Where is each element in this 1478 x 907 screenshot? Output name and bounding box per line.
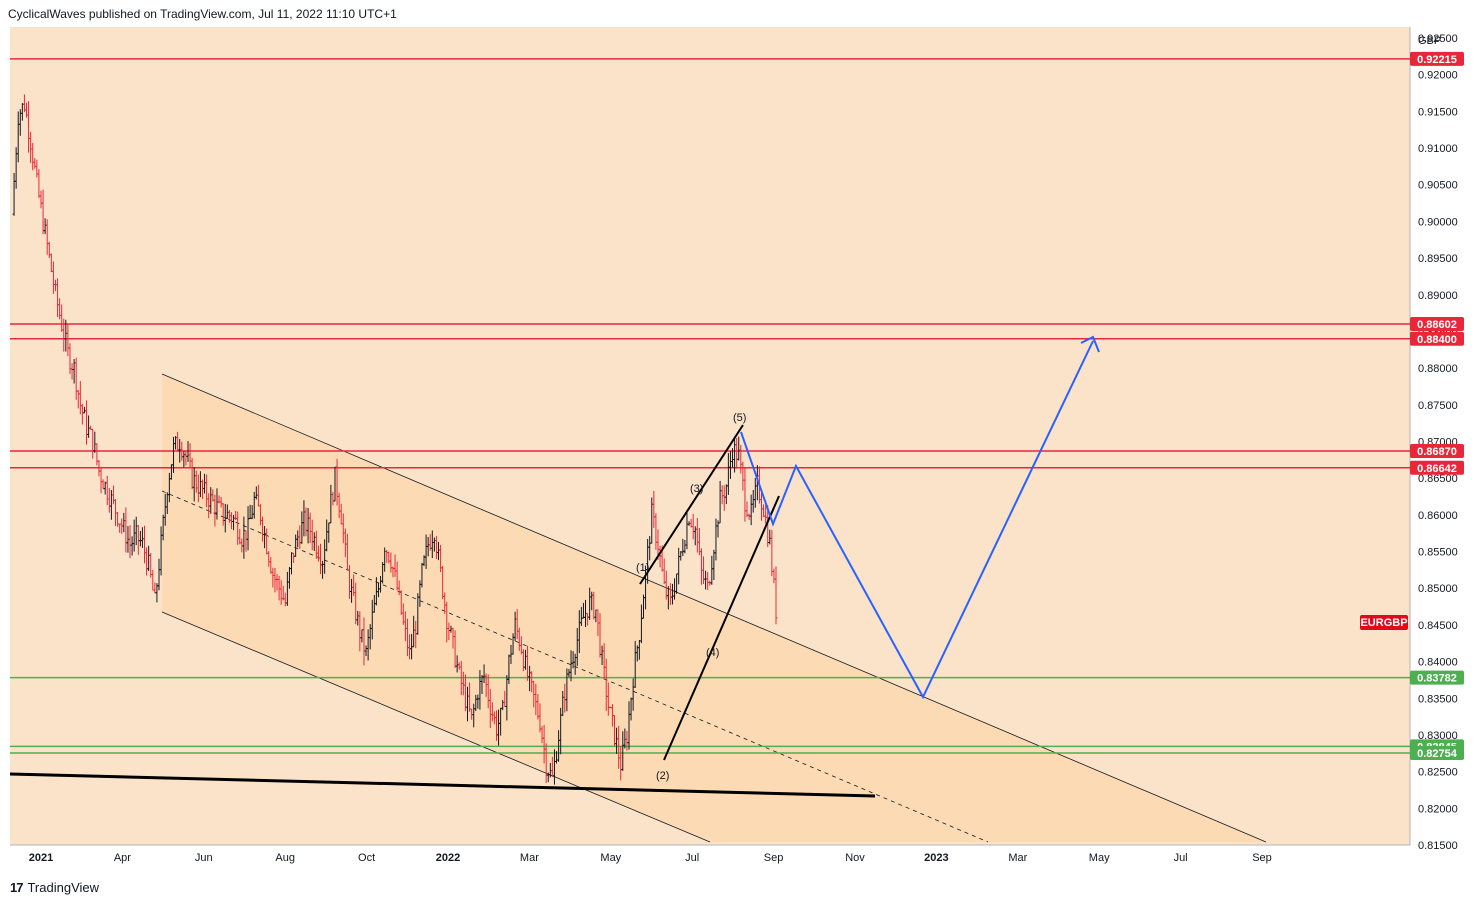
projection-arrow-head	[1080, 335, 1100, 353]
x-tick-label: Sep	[1252, 852, 1272, 864]
x-tick-label: Oct	[358, 852, 375, 864]
wave-label-5: (5)	[733, 412, 746, 424]
currency-label: GBP	[1418, 35, 1441, 47]
tradingview-logo-icon: 17	[10, 880, 24, 895]
price-level-tag	[1410, 670, 1464, 685]
y-tick-label: 0.85000	[1418, 583, 1458, 595]
x-tick-label: Mar	[520, 852, 539, 864]
horizontal-levels	[10, 58, 1410, 754]
price-level-tag-label: 0.88602	[1417, 319, 1457, 331]
x-tick-label: 2022	[436, 852, 460, 864]
price-level-tag	[1410, 746, 1464, 761]
price-level-tags: 0.92215 0.88602 0.88400 0.86870 0.86642 0.837…	[1410, 51, 1464, 761]
y-tick-label: 0.83000	[1418, 730, 1458, 742]
x-tick-label: Jun	[195, 852, 213, 864]
price-axis[interactable]: 0.92500 0.92000 0.91500 0.91000 0.90500 0.900…	[1418, 33, 1458, 852]
time-axis[interactable]: 2021 Apr Jun Aug Oct 2022 Mar May Jul Sep Nov 2023 M…	[29, 852, 1272, 864]
price-level-tag	[1410, 316, 1464, 331]
price-level-tag	[1410, 444, 1464, 459]
wave-channel-upper[interactable]	[639, 424, 744, 585]
y-tick-label: 0.89000	[1418, 290, 1458, 302]
price-level-tag-label: 0.83782	[1417, 673, 1457, 685]
candlestick-series	[12, 94, 778, 785]
y-tick-label: 0.92000	[1418, 70, 1458, 82]
y-tick-label: 0.90000	[1418, 216, 1458, 228]
price-level-tag	[1410, 331, 1464, 346]
y-tick-label: 0.84000	[1418, 657, 1458, 669]
symbol-tag-label: EURGBP	[1360, 617, 1407, 629]
y-tick-label: 0.85500	[1418, 547, 1458, 559]
x-tick-label: Nov	[845, 852, 865, 864]
y-tick-label: 0.89500	[1418, 253, 1458, 265]
price-level-tag	[1410, 51, 1464, 66]
y-tick-label: 0.83500	[1418, 693, 1458, 705]
y-tick-label: 0.91500	[1418, 106, 1458, 118]
y-tick-label: 0.82000	[1418, 803, 1458, 815]
tradingview-brand: TradingView	[27, 880, 100, 895]
footer[interactable]: 17 TradingView	[10, 880, 99, 895]
x-tick-label: May	[600, 852, 621, 864]
wave-label-3: (3)	[690, 483, 703, 495]
x-tick-label: Sep	[764, 852, 784, 864]
price-level-tag-label: 0.88400	[1417, 334, 1457, 346]
price-level-tag-label: 0.92215	[1417, 54, 1457, 66]
y-tick-label: 0.81500	[1418, 840, 1458, 852]
x-tick-label: May	[1089, 852, 1110, 864]
y-tick-label: 0.86000	[1418, 510, 1458, 522]
wave-label-4: (4)	[706, 647, 719, 659]
wave-channel-lower[interactable]	[663, 495, 780, 761]
channel-upper-line[interactable]	[161, 373, 1267, 843]
x-tick-label: Mar	[1008, 852, 1027, 864]
y-tick-label: 0.86500	[1418, 473, 1458, 485]
long-term-trend-line[interactable]	[9, 772, 876, 798]
y-tick-label: 0.92500	[1418, 33, 1458, 45]
wave-label-1: (1)	[636, 562, 649, 574]
y-tick-label: 0.84500	[1418, 620, 1458, 632]
price-axis-panel	[1410, 27, 1468, 845]
attribution-header: CyclicalWaves published on TradingView.c…	[8, 7, 397, 21]
price-level-tag-label: 0.86870	[1417, 446, 1457, 458]
y-tick-label: 0.82500	[1418, 767, 1458, 779]
y-tick-label: 0.91000	[1418, 143, 1458, 155]
price-level-tag-label: 0.82754	[1417, 748, 1458, 760]
x-tick-label: 2021	[29, 852, 53, 864]
y-tick-label: 0.87500	[1418, 400, 1458, 412]
x-tick-label: Jul	[685, 852, 699, 864]
x-tick-label: 2023	[924, 852, 948, 864]
symbol-tag	[1360, 615, 1408, 630]
wave-label-2: (2)	[656, 770, 669, 782]
ohlc-bar	[774, 566, 778, 625]
y-tick-label: 0.88000	[1418, 363, 1458, 375]
x-tick-label: Jul	[1174, 852, 1188, 864]
price-level-tag-label: 0.86642	[1417, 463, 1457, 475]
x-tick-label: Aug	[275, 852, 295, 864]
projection-path[interactable]	[740, 340, 1094, 700]
x-tick-label: Apr	[114, 852, 131, 864]
price-level-tag	[1410, 460, 1464, 475]
channel-lower-line[interactable]	[161, 611, 711, 843]
y-tick-label: 0.90500	[1418, 180, 1458, 192]
